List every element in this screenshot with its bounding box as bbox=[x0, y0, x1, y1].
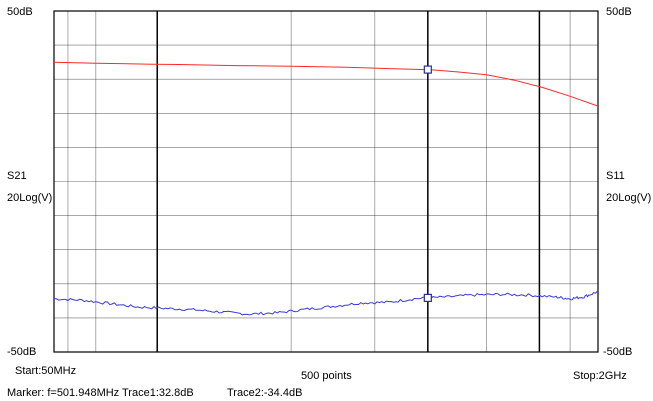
left-axis-bottom-label: -50dB bbox=[7, 346, 37, 358]
right-axis-param: S11 bbox=[606, 170, 625, 182]
trace-1-line bbox=[53, 61, 599, 107]
trace1-readout: Trace1:32.8dB bbox=[122, 387, 194, 399]
plot-grid bbox=[53, 10, 599, 353]
sweep-points-label: 500 points bbox=[301, 370, 352, 382]
marker-trace2-icon bbox=[423, 293, 432, 303]
marker-layer bbox=[423, 65, 432, 303]
right-axis-bottom-label: -50dB bbox=[603, 346, 633, 358]
right-axis-format: 20Log(V) bbox=[606, 192, 652, 204]
sweep-stop-label: Stop:2GHz bbox=[573, 370, 627, 382]
trace-layer bbox=[53, 61, 599, 316]
marker-frequency-readout: Marker: f=501.948MHz bbox=[7, 387, 120, 399]
trace-2-line bbox=[54, 291, 599, 316]
plot-frame bbox=[53, 10, 599, 353]
trace2-readout: Trace2:-34.4dB bbox=[227, 387, 303, 399]
right-axis-top-label: 50dB bbox=[606, 6, 632, 18]
left-axis-param: S21 bbox=[7, 170, 27, 182]
sweep-start-label: Start:50MHz bbox=[15, 365, 77, 377]
left-axis-top-label: 50dB bbox=[7, 6, 33, 18]
marker-trace1-icon bbox=[423, 65, 432, 74]
left-axis-format: 20Log(V) bbox=[7, 192, 53, 204]
